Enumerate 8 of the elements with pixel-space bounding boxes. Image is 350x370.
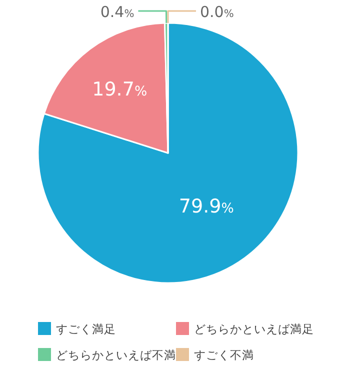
data-label: 79.9% bbox=[178, 195, 234, 218]
legend-label: どちらかといえば不満 bbox=[56, 348, 176, 362]
text: 0.0% bbox=[200, 3, 234, 21]
data-label: 0.4% bbox=[100, 3, 134, 22]
legend-label: すごく満足 bbox=[56, 322, 116, 336]
legend-label: すごく不満 bbox=[194, 348, 254, 362]
data-label: 19.7% bbox=[92, 78, 148, 101]
legend-label: どちらかといえば満足 bbox=[194, 322, 314, 336]
